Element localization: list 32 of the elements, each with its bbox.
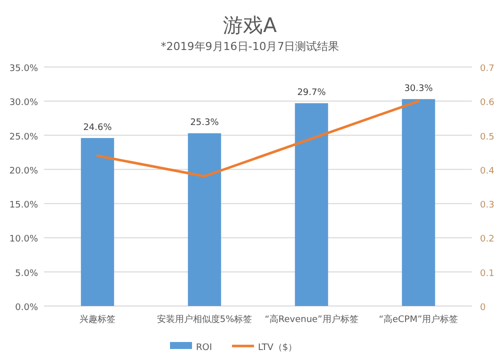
y2-tick-label: 0.6 bbox=[480, 98, 495, 108]
data-label: 29.7% bbox=[297, 88, 326, 98]
y2-tick-label: 0.5 bbox=[480, 132, 494, 142]
x-tick-label: 安装用户相似度5%标签 bbox=[156, 314, 252, 325]
data-label: 30.3% bbox=[404, 84, 434, 94]
y2-tick-label: 0.7 bbox=[480, 64, 494, 74]
y2-tick-label: 0.2 bbox=[480, 234, 494, 245]
y-tick-label: 15.0% bbox=[9, 200, 38, 211]
chart-subtitle: *2019年9月16日-10月7日测试结果 bbox=[160, 40, 340, 53]
x-tick-label: “高eCPM”用户标签 bbox=[378, 314, 458, 325]
y-tick-label: 10.0% bbox=[9, 234, 38, 245]
bar bbox=[188, 133, 222, 306]
y2-tick-label: 0 bbox=[480, 303, 486, 313]
y2-tick-label: 0.3 bbox=[480, 200, 494, 211]
y2-tick-label: 0.4 bbox=[480, 166, 495, 176]
y-tick-label: 25.0% bbox=[9, 132, 38, 142]
y-tick-label: 30.0% bbox=[9, 98, 38, 108]
bar bbox=[402, 99, 436, 306]
x-tick-label: “高Revenue”用户标签 bbox=[264, 314, 358, 325]
y-tick-label: 20.0% bbox=[9, 166, 38, 176]
y-tick-label: 5.0% bbox=[15, 268, 38, 279]
x-tick-label: 兴趣标签 bbox=[80, 314, 116, 325]
y-tick-label: 0.0% bbox=[15, 303, 38, 313]
legend-label: ROI bbox=[196, 343, 212, 353]
bar bbox=[80, 138, 114, 306]
chart-title: 游戏A bbox=[223, 13, 278, 37]
data-label: 24.6% bbox=[83, 123, 112, 134]
legend-label: LTV（$） bbox=[258, 343, 298, 353]
bar bbox=[294, 103, 328, 306]
y-tick-label: 35.0% bbox=[9, 64, 38, 74]
data-label: 25.3% bbox=[190, 118, 220, 128]
y2-tick-label: 0.1 bbox=[480, 268, 494, 279]
